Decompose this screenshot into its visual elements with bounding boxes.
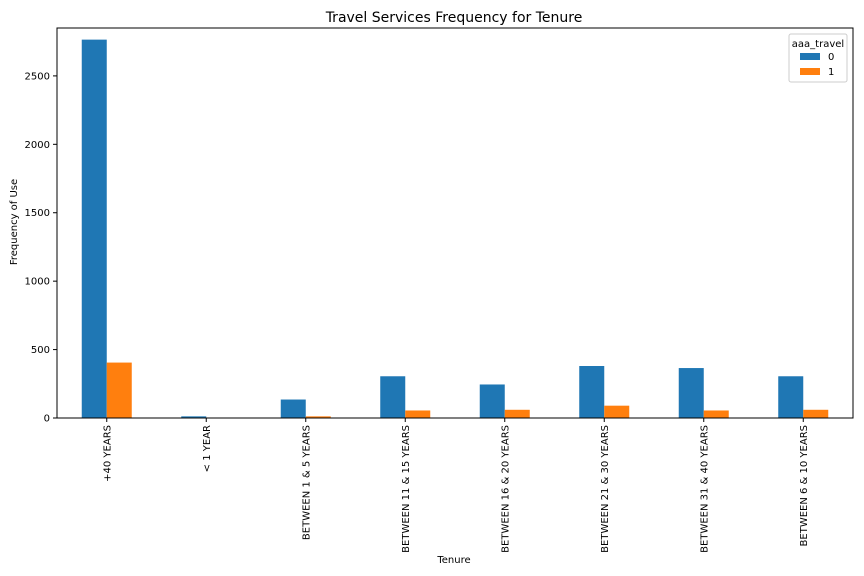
bar-series-1-4 xyxy=(504,409,530,418)
bar-series-1-5 xyxy=(604,405,630,418)
x-tick-label-6: BETWEEN 31 & 40 YEARS xyxy=(699,425,710,553)
bar-series-0-3 xyxy=(380,376,406,418)
bars-group xyxy=(81,39,829,418)
bar-series-0-1 xyxy=(181,416,207,418)
bar-series-1-3 xyxy=(405,410,431,418)
bar-series-1-2 xyxy=(305,416,331,418)
x-tick-label-3: BETWEEN 11 & 15 YEARS xyxy=(401,425,412,553)
x-tick-label-7: BETWEEN 6 & 10 YEARS xyxy=(799,425,810,546)
bar-series-0-7 xyxy=(778,376,804,418)
y-tick-label-1: 500 xyxy=(31,345,50,356)
bar-series-1-0 xyxy=(106,362,132,418)
bar-series-0-2 xyxy=(280,399,306,418)
x-tick-label-5: BETWEEN 21 & 30 YEARS xyxy=(600,425,611,553)
x-axis-label: Tenure xyxy=(436,555,470,566)
plot-frame xyxy=(56,27,854,419)
y-tick-label-4: 2000 xyxy=(25,140,50,151)
y-axis: 0 500 1000 1500 2000 2500 xyxy=(25,71,57,425)
legend-swatch-0 xyxy=(800,53,820,60)
y-tick-label-2: 1000 xyxy=(25,277,50,288)
x-tick-label-4: BETWEEN 16 & 20 YEARS xyxy=(500,425,511,553)
bar-series-0-0 xyxy=(81,39,107,418)
chart-title: Travel Services Frequency for Tenure xyxy=(325,10,583,26)
bar-series-1-7 xyxy=(803,409,829,418)
legend-title: aaa_travel xyxy=(792,39,844,50)
y-tick-label-3: 1500 xyxy=(25,208,50,219)
x-tick-label-0: +40 YEARS xyxy=(102,425,113,482)
y-tick-label-5: 2500 xyxy=(25,71,50,82)
legend: aaa_travel 0 1 xyxy=(788,33,848,83)
y-tick-label-0: 0 xyxy=(44,414,50,425)
bar-series-0-4 xyxy=(479,384,505,418)
x-tick-label-2: BETWEEN 1 & 5 YEARS xyxy=(301,425,312,540)
legend-label-0: 0 xyxy=(828,52,834,63)
x-axis: +40 YEARS < 1 YEAR BETWEEN 1 & 5 YEARS BETW… xyxy=(102,418,810,553)
bar-series-0-6 xyxy=(678,368,704,418)
y-axis-label: Frequency of Use xyxy=(9,179,20,265)
x-tick-label-1: < 1 YEAR xyxy=(202,425,213,472)
bar-series-1-6 xyxy=(703,410,729,418)
bar-series-0-5 xyxy=(579,366,605,418)
legend-swatch-1 xyxy=(800,68,820,75)
legend-label-1: 1 xyxy=(828,67,834,78)
